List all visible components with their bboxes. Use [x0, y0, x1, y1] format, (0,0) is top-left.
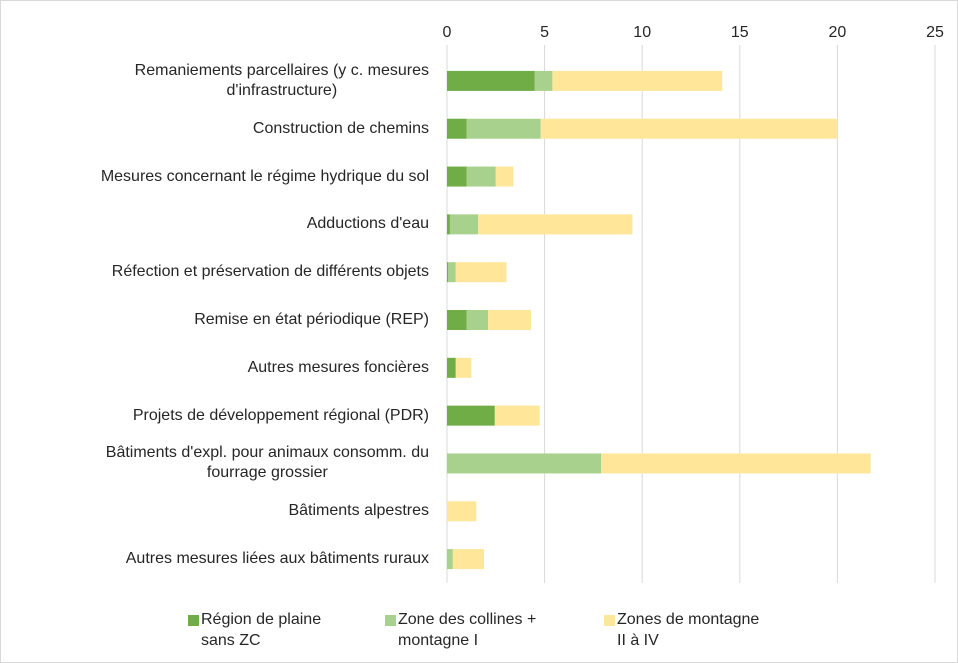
x-tick-label: 20 [829, 24, 847, 41]
bar-segment [466, 118, 541, 139]
legend-swatch [188, 615, 199, 626]
x-tick-label: 25 [926, 24, 944, 41]
bar-segment [447, 405, 495, 426]
bar-segment [487, 310, 531, 330]
bar-segment [447, 166, 467, 187]
bar-segment [466, 310, 488, 330]
category-label: Remaniements parcellaires (y c. mesures … [134, 61, 429, 99]
bar-segment [466, 166, 496, 187]
bar-segment [540, 118, 838, 139]
bar-segment [447, 70, 535, 91]
bar-segment [494, 405, 540, 426]
category-label: Autres mesures liées aux bâtiments rurau… [125, 550, 429, 568]
category-label: Mesures concernant le régime hydrique du… [100, 167, 429, 185]
category-label: Bâtiments d'expl. pour animaux consomm. … [105, 444, 429, 482]
legend-swatch [385, 615, 396, 626]
bar-segment [447, 262, 448, 283]
bar-segment [455, 262, 507, 283]
x-tick-label: 10 [633, 24, 651, 41]
bar-segment [447, 310, 467, 330]
bar-segment [447, 118, 467, 139]
bar-segment [495, 166, 514, 187]
bar-segment [452, 549, 485, 570]
category-label: Adductions d'eau [306, 215, 429, 233]
category-label: Projets de développement régional (PDR) [132, 406, 429, 424]
bar-segment [534, 70, 553, 91]
category-label: Remise en état périodique (REP) [194, 311, 429, 328]
bar-segment [478, 214, 633, 235]
bar-segment [447, 357, 456, 378]
bar-segment [552, 70, 723, 91]
category-label: Réfection et préservation de différents … [111, 263, 429, 281]
bar-segment [447, 262, 456, 283]
category-label: Bâtiments alpestres [288, 502, 429, 520]
bar-segment [449, 214, 479, 235]
bar-segment [601, 453, 871, 474]
x-tick-label: 5 [540, 24, 549, 41]
bar-segment [447, 549, 453, 570]
category-label: Autres mesures foncières [247, 358, 429, 376]
bar-segment [447, 501, 477, 522]
bar-segment [447, 453, 602, 474]
legend-label: Zone des collines + montagne I [398, 611, 537, 649]
legend-label: Zones de montagne II à IV [617, 611, 760, 649]
bar-segment [447, 214, 450, 235]
x-tick-label: 15 [731, 24, 749, 41]
legend-label: Région de plaine sans ZC [201, 611, 322, 649]
legend-swatch [604, 615, 615, 626]
bar-segment [455, 357, 472, 378]
x-tick-label: 0 [443, 24, 452, 41]
category-label: Construction de chemins [252, 119, 429, 137]
